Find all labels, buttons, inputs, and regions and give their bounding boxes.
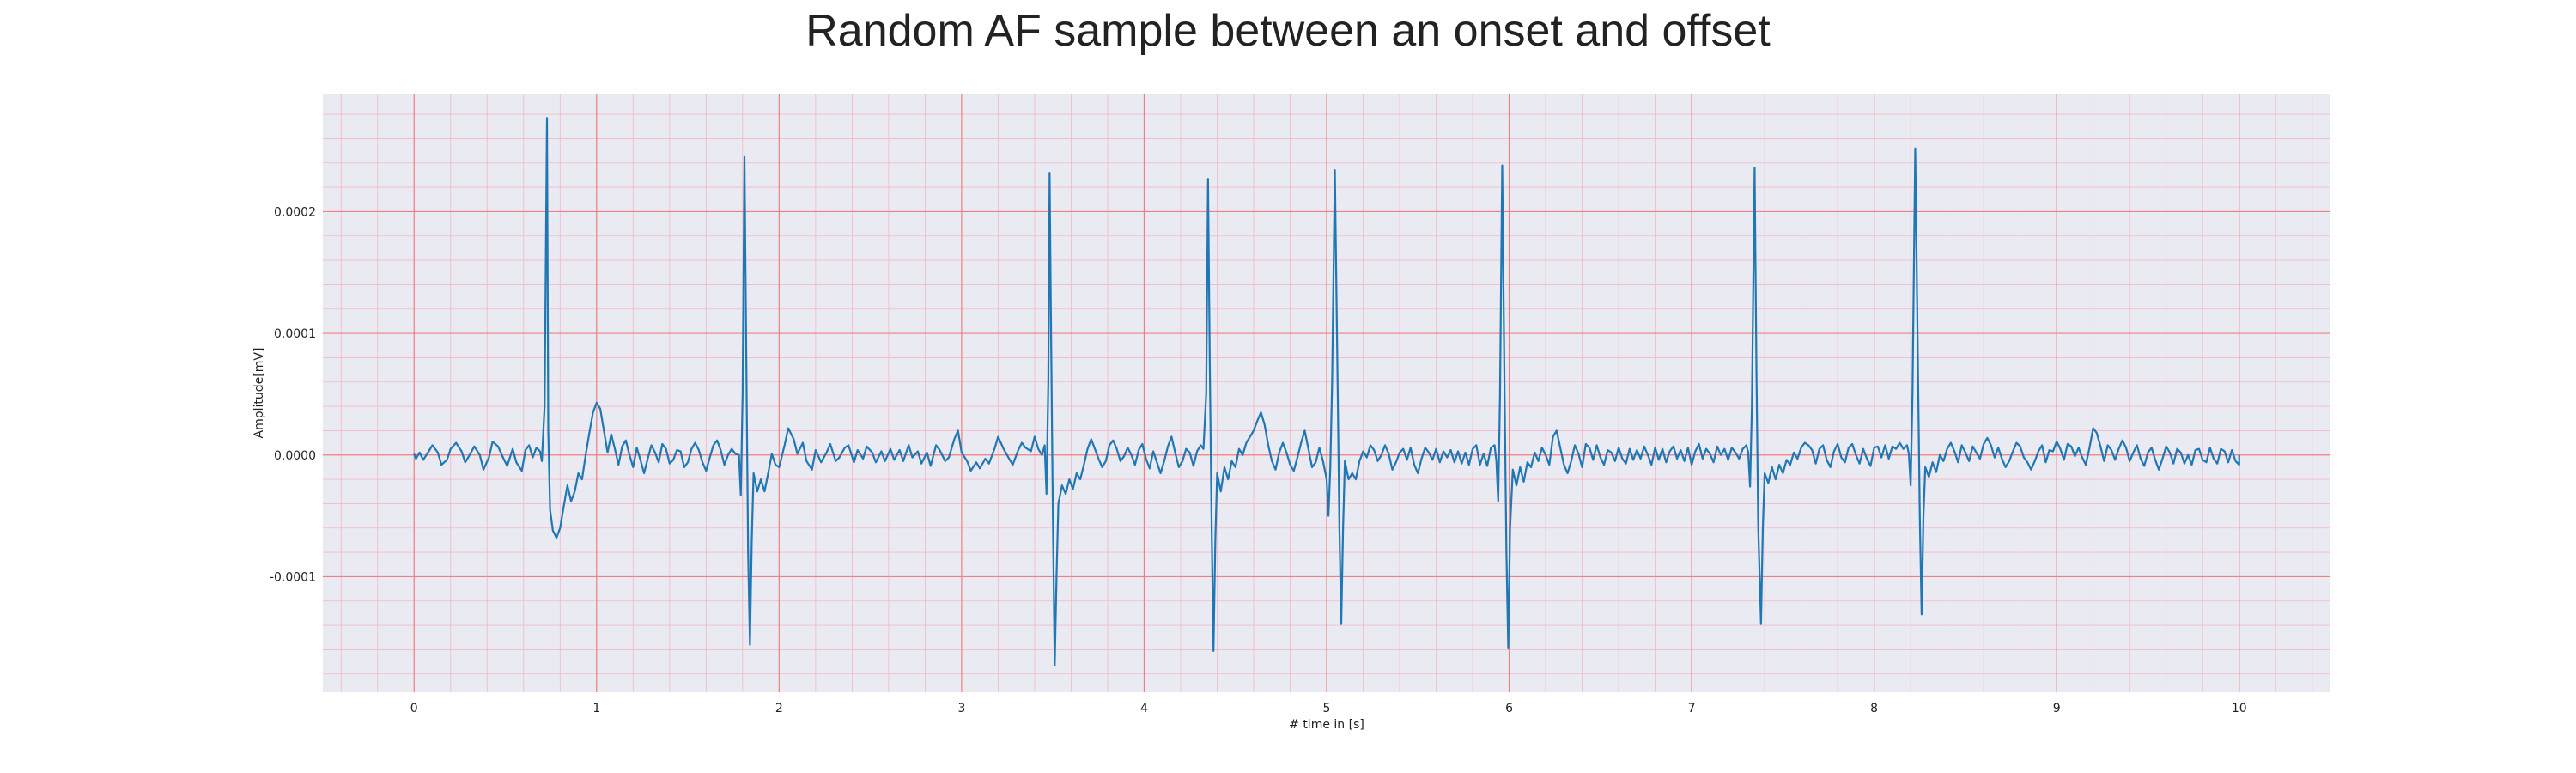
x-tick-label: 1 [592, 702, 600, 715]
x-tick-label: 10 [2232, 702, 2247, 715]
y-tick-label: 0.0000 [274, 449, 316, 463]
chart-title: Random AF sample between an onset and of… [805, 6, 1771, 56]
ecg-signal-line [413, 117, 2240, 666]
x-tick-label: 2 [775, 702, 783, 715]
x-tick-label: 8 [1870, 702, 1878, 715]
y-tick-labels: -0.0001 0.0000 0.0001 0.0002 [270, 205, 316, 584]
x-tick-label: 7 [1688, 702, 1696, 715]
x-axis-label: # time in [s] [1289, 718, 1364, 732]
x-tick-label: 4 [1140, 702, 1148, 715]
y-tick-label: 0.0002 [274, 205, 316, 219]
x-tick-label: 6 [1505, 702, 1513, 715]
y-tick-label: 0.0001 [274, 327, 316, 341]
x-tick-label: 5 [1323, 702, 1331, 715]
x-tick-label: 3 [957, 702, 965, 715]
x-tick-labels: 0 1 2 3 4 5 6 7 8 9 10 [410, 702, 2247, 715]
x-tick-label: 9 [2053, 702, 2061, 715]
y-axis-label: Amplitude[mV] [252, 348, 266, 439]
x-tick-label: 0 [410, 702, 418, 715]
y-tick-label: -0.0001 [270, 570, 316, 584]
